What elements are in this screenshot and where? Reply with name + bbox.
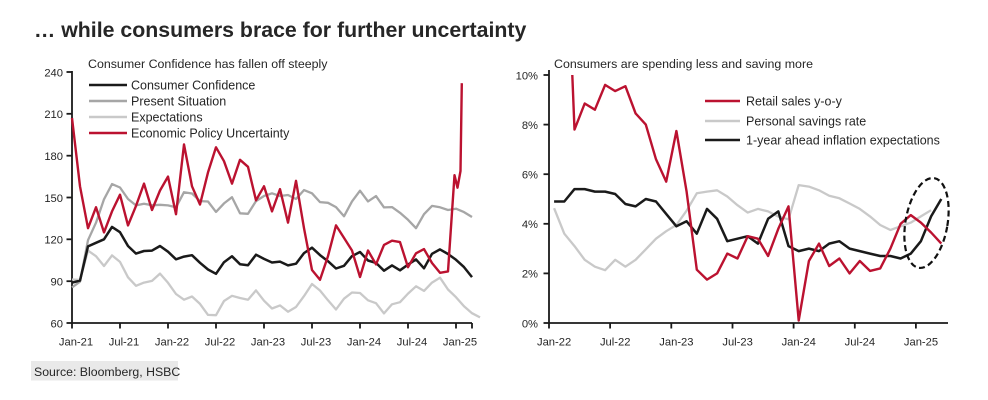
svg-text:… while consumers brace for fu: … while consumers brace for further unce…: [34, 18, 526, 42]
svg-text:Present Situation: Present Situation: [131, 95, 226, 109]
svg-text:Jan-23: Jan-23: [251, 337, 285, 349]
svg-text:Jul-22: Jul-22: [205, 337, 235, 349]
svg-text:120: 120: [44, 235, 63, 247]
svg-text:Consumer Confidence: Consumer Confidence: [131, 79, 255, 93]
svg-text:6%: 6%: [522, 170, 538, 182]
svg-text:8%: 8%: [522, 120, 538, 132]
svg-text:Jan-25: Jan-25: [904, 337, 938, 349]
svg-text:Consumers are spending less an: Consumers are spending less and saving m…: [554, 57, 813, 71]
svg-text:10%: 10%: [516, 70, 538, 82]
svg-text:90: 90: [51, 277, 63, 289]
svg-text:180: 180: [44, 151, 63, 163]
svg-text:0%: 0%: [522, 318, 538, 330]
svg-text:150: 150: [44, 193, 63, 205]
svg-text:Jul-24: Jul-24: [397, 337, 427, 349]
svg-text:Economic Policy Uncertainty: Economic Policy Uncertainty: [131, 127, 290, 141]
svg-text:240: 240: [44, 67, 63, 79]
svg-text:Expectations: Expectations: [131, 111, 203, 125]
svg-text:Jul-23: Jul-23: [301, 337, 331, 349]
svg-text:1-year ahead inflation expecta: 1-year ahead inflation expectations: [746, 134, 940, 148]
svg-text:Jan-24: Jan-24: [782, 337, 816, 349]
svg-text:Jan-21: Jan-21: [59, 337, 93, 349]
svg-text:210: 210: [44, 109, 63, 121]
svg-text:Jan-22: Jan-22: [155, 337, 189, 349]
svg-text:Jul-24: Jul-24: [845, 337, 875, 349]
svg-text:Jan-23: Jan-23: [659, 337, 693, 349]
svg-text:Jan-22: Jan-22: [537, 337, 571, 349]
svg-text:Consumer Confidence has fallen: Consumer Confidence has fallen off steep…: [88, 57, 328, 71]
svg-text:60: 60: [51, 318, 63, 330]
svg-text:2%: 2%: [522, 269, 538, 281]
svg-text:Retail sales y-o-y: Retail sales y-o-y: [746, 95, 843, 109]
svg-text:4%: 4%: [522, 219, 538, 231]
svg-text:Source: Bloomberg, HSBC: Source: Bloomberg, HSBC: [34, 365, 180, 379]
svg-text:Jul-22: Jul-22: [600, 337, 630, 349]
svg-text:Personal savings rate: Personal savings rate: [746, 115, 866, 129]
svg-text:Jan-25: Jan-25: [443, 337, 477, 349]
svg-text:Jul-21: Jul-21: [109, 337, 139, 349]
svg-text:Jul-23: Jul-23: [722, 337, 752, 349]
svg-text:Jan-24: Jan-24: [347, 337, 381, 349]
